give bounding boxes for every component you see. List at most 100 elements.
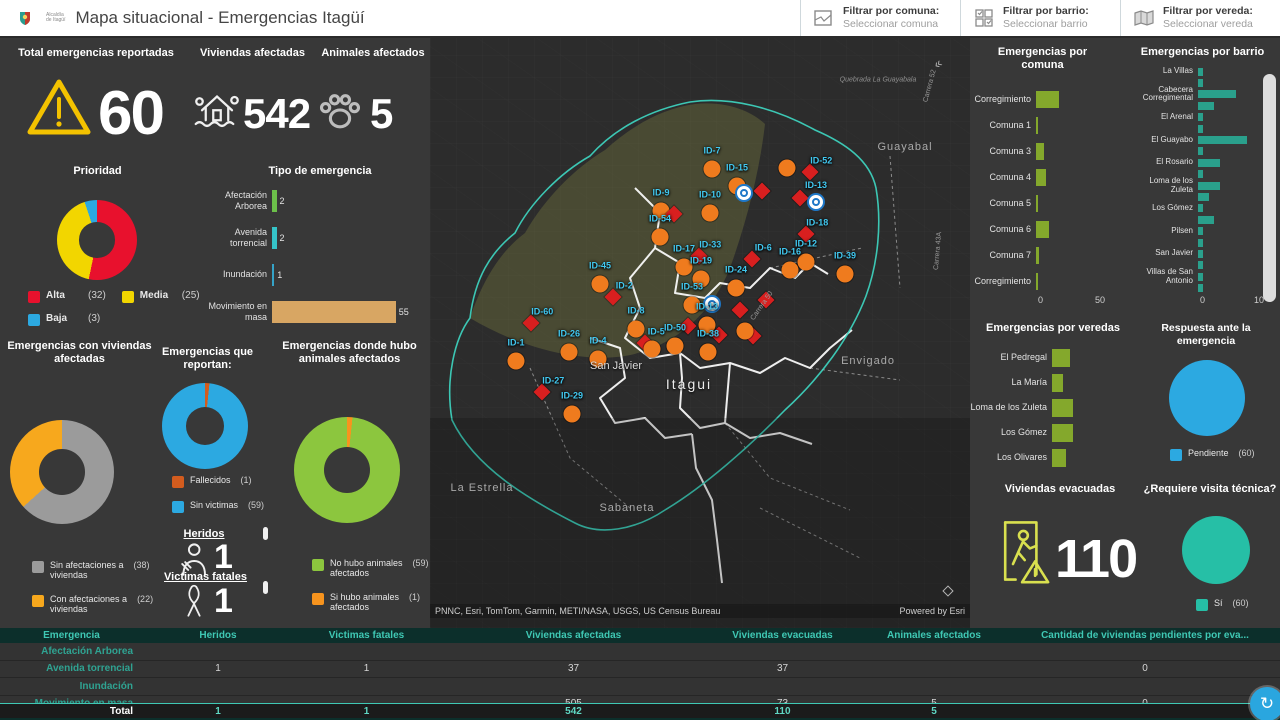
map-marker-circle[interactable]: ID-24	[725, 265, 747, 297]
map-marker-circle[interactable]	[643, 340, 661, 358]
map-marker-circle[interactable]: ID-53	[681, 282, 703, 314]
bar[interactable]	[1036, 220, 1049, 238]
bar-row[interactable]	[1134, 100, 1269, 111]
bar[interactable]	[1198, 284, 1204, 293]
bar-row[interactable]	[1134, 77, 1269, 88]
respuesta-pie-chart[interactable]	[1169, 360, 1245, 436]
bar-row[interactable]: El Guayabo	[1134, 134, 1269, 145]
legend-item[interactable]: Baja (3)	[28, 313, 106, 326]
bar-row[interactable]: Movimiento en masa 55	[208, 293, 428, 330]
bar-row[interactable]: El Rosario	[1134, 157, 1269, 168]
map-marker-circle[interactable]: ID-39	[834, 251, 856, 283]
bar[interactable]	[1198, 67, 1204, 76]
bar[interactable]	[1036, 116, 1038, 134]
tipo-bar-chart[interactable]: Afectación Arborea 2 Avenida torrencial 2 Inun…	[208, 182, 428, 330]
bar[interactable]	[1052, 448, 1066, 467]
reportan-donut-chart[interactable]	[162, 383, 248, 469]
bar[interactable]	[1198, 147, 1204, 156]
bar[interactable]	[1036, 194, 1039, 212]
bar-row[interactable]: Comuna 7	[968, 242, 1128, 268]
bar[interactable]	[1198, 272, 1204, 281]
map-marker-circle[interactable]: ID-45	[589, 261, 611, 293]
map-marker-circle[interactable]: ID-9	[652, 188, 670, 220]
bar-row[interactable]: Afectación Arborea 2	[208, 182, 428, 219]
bar-row[interactable]: La María	[970, 370, 1130, 395]
bar-row[interactable]: Los Gómez	[1134, 203, 1269, 214]
emergencias-table[interactable]: Emergencia Heridos Victimas fatales Viviend…	[0, 628, 1280, 720]
bar[interactable]	[1036, 90, 1059, 108]
bar-row[interactable]: San Javier	[1134, 248, 1269, 259]
bar[interactable]	[1198, 113, 1204, 122]
legend-item[interactable]: Sin victimas (59)	[172, 500, 264, 513]
bar-row[interactable]	[1134, 282, 1269, 293]
bar-row[interactable]: Comuna 4	[968, 164, 1128, 190]
map-marker-circle[interactable]: ID-4	[589, 336, 607, 368]
bar-row[interactable]	[1134, 169, 1269, 180]
legend-item[interactable]: Con afectaciones a viviendas (22)	[32, 594, 153, 615]
bar[interactable]	[1198, 158, 1220, 167]
bar-row[interactable]: Corregimiento	[968, 86, 1128, 112]
map-marker-circle[interactable]: ID-13	[696, 302, 718, 334]
map-marker-circle[interactable]: ID-17	[673, 244, 695, 276]
bar[interactable]	[272, 189, 277, 212]
animales-donut-chart[interactable]	[294, 417, 400, 523]
map-marker-bullseye[interactable]: ID-13	[805, 180, 827, 211]
bar[interactable]	[1052, 373, 1063, 392]
comuna-bar-chart[interactable]: Corregimiento Comuna 1 Comuna 3 Comuna 4 Com…	[968, 86, 1128, 306]
bar-row[interactable]: Inundación 1	[208, 256, 428, 293]
map-marker-circle[interactable]: ID-19	[690, 256, 712, 288]
bar-row[interactable]	[1134, 146, 1269, 157]
situational-map[interactable]: ID-7 ID-15 ID-52 ID-13 ID-9 ID-10 ID-54 ID-18 ID…	[430, 38, 970, 628]
veredas-bar-chart[interactable]: El Pedregal La María Loma de los Zuleta Los…	[970, 345, 1130, 470]
panel-scrollbar-thumb[interactable]	[263, 527, 268, 540]
prioridad-donut-chart[interactable]	[57, 200, 137, 280]
map-marker-circle[interactable]: ID-7	[703, 146, 721, 178]
bar-row[interactable]: El Pedregal	[970, 345, 1130, 370]
bar[interactable]	[1036, 168, 1047, 186]
bar-row[interactable]	[1134, 214, 1269, 225]
bar-row[interactable]: Comuna 6	[968, 216, 1128, 242]
filter-barrio-dropdown[interactable]: Filtrar por barrio: Seleccionar barrio	[960, 0, 1120, 36]
map-marker-circle[interactable]	[736, 322, 754, 340]
map-marker-circle[interactable]: ID-1	[507, 338, 525, 370]
bar-row[interactable]: Los Olivares	[970, 445, 1130, 470]
bar[interactable]	[1198, 215, 1215, 224]
bar-row[interactable]: Los Gómez	[970, 420, 1130, 445]
legend-item[interactable]: Pendiente (60)	[1170, 448, 1255, 461]
filter-comuna-dropdown[interactable]: Filtrar por comuna: Seleccionar comuna	[800, 0, 960, 36]
bar[interactable]	[1036, 246, 1040, 264]
visita-pie-chart[interactable]	[1182, 516, 1250, 584]
filter-vereda-dropdown[interactable]: Filtrar por vereda: Seleccionar vereda	[1120, 0, 1280, 36]
map-marker-circle[interactable]: ID-38	[697, 329, 719, 361]
bar[interactable]	[272, 226, 277, 249]
map-marker-circle[interactable]: ID-26	[558, 329, 580, 361]
barrio-scrollbar[interactable]	[1263, 74, 1276, 302]
map-marker-circle[interactable]: ID-29	[561, 391, 583, 423]
bar[interactable]	[1198, 181, 1220, 190]
legend-item[interactable]: Sí (60)	[1196, 598, 1249, 611]
legend-item[interactable]: Fallecidos (1)	[172, 475, 264, 488]
bar[interactable]	[1052, 423, 1073, 442]
bar[interactable]	[1198, 101, 1215, 110]
legend-item[interactable]: Alta (32)	[28, 290, 106, 303]
bar[interactable]	[1198, 124, 1204, 133]
legend-item[interactable]: Sin afectaciones a viviendas (38)	[32, 560, 153, 581]
bar-row[interactable]	[1134, 191, 1269, 202]
bar[interactable]	[1198, 136, 1247, 145]
bar-row[interactable]	[1134, 260, 1269, 271]
bar[interactable]	[1198, 249, 1204, 258]
bar-row[interactable]	[1134, 237, 1269, 248]
bar-row[interactable]: El Arenal	[1134, 112, 1269, 123]
bar-row[interactable]	[1134, 123, 1269, 134]
legend-item[interactable]: No hubo animales afectados (59)	[312, 558, 429, 579]
bar-row[interactable]: Pilsen	[1134, 225, 1269, 236]
map-marker-circle[interactable]: ID-8	[627, 306, 645, 338]
bar-row[interactable]: Cabecera Corregimental	[1134, 85, 1269, 102]
bar[interactable]	[1198, 170, 1204, 179]
legend-item[interactable]: Media (25)	[121, 290, 200, 303]
bar-row[interactable]: Corregimiento	[968, 268, 1128, 294]
bar[interactable]	[1052, 398, 1073, 417]
bar-row[interactable]: La Villas	[1134, 66, 1269, 77]
legend-item[interactable]: Si hubo animales afectados (1)	[312, 592, 429, 613]
bar[interactable]	[1052, 348, 1070, 367]
